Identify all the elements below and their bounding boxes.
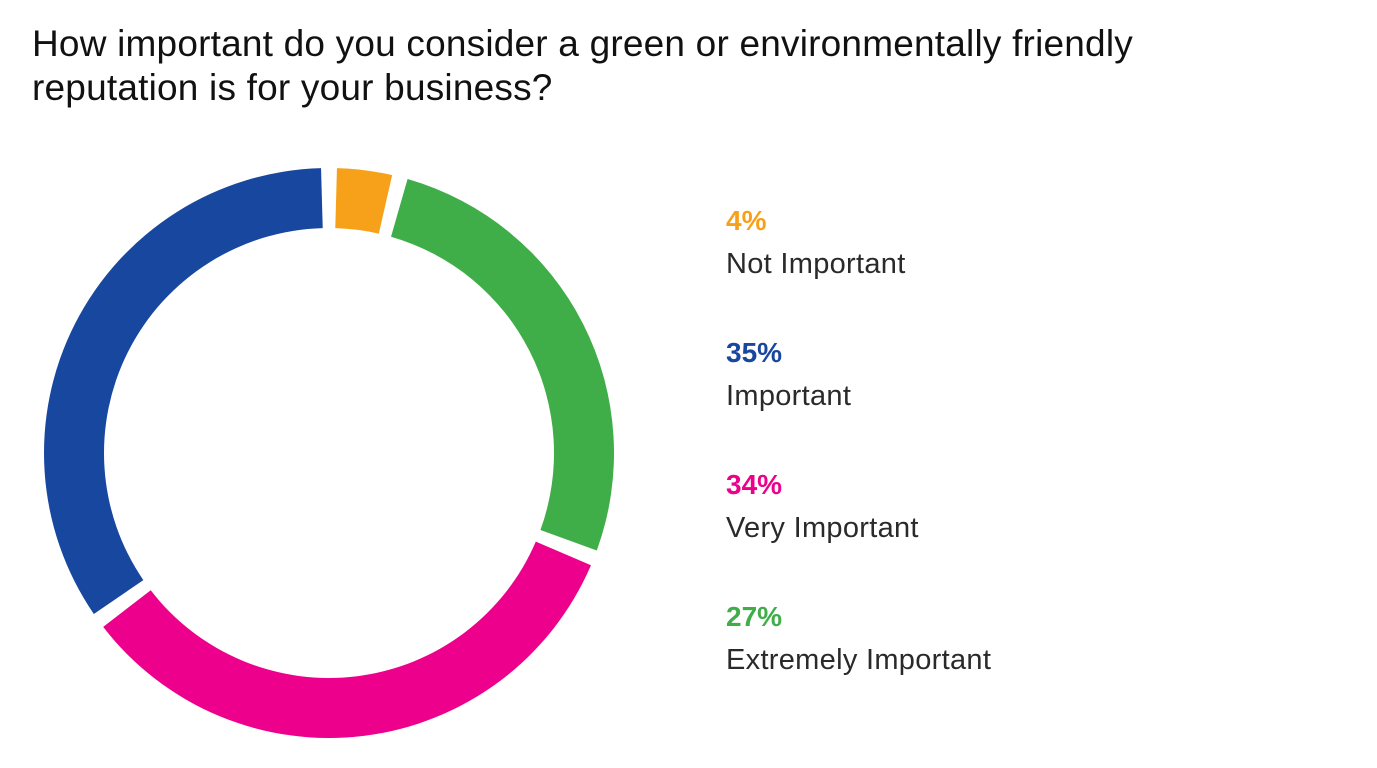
donut-slice-important — [43, 168, 323, 615]
donut-slice-extremely-important — [391, 179, 614, 551]
legend-label-not-important: Not Important — [726, 248, 906, 280]
legend-item-very-important: 34% Very Important — [726, 468, 1246, 548]
legend-value-important: 35% — [726, 337, 783, 368]
legend-value-extremely-important: 27% — [726, 601, 783, 632]
legend-item-not-important: 4% Not Important — [726, 204, 1246, 284]
legend-label-important: Important — [726, 380, 852, 412]
legend-label-very-important: Very Important — [726, 512, 919, 544]
legend-value-not-important: 4% — [726, 205, 767, 236]
donut-slice-very-important — [103, 541, 591, 738]
legend-item-extremely-important: 27% Extremely Important — [726, 600, 1246, 680]
donut-slice-not-important — [335, 168, 393, 234]
chart-title: How important do you consider a green or… — [32, 22, 1362, 110]
chart-title-line-2: reputation is for your business? — [32, 67, 553, 108]
legend-item-important: 35% Important — [726, 336, 1246, 416]
legend-label-extremely-important: Extremely Important — [726, 644, 992, 676]
legend-value-very-important: 34% — [726, 469, 783, 500]
chart-title-line-1: How important do you consider a green or… — [32, 23, 1133, 64]
